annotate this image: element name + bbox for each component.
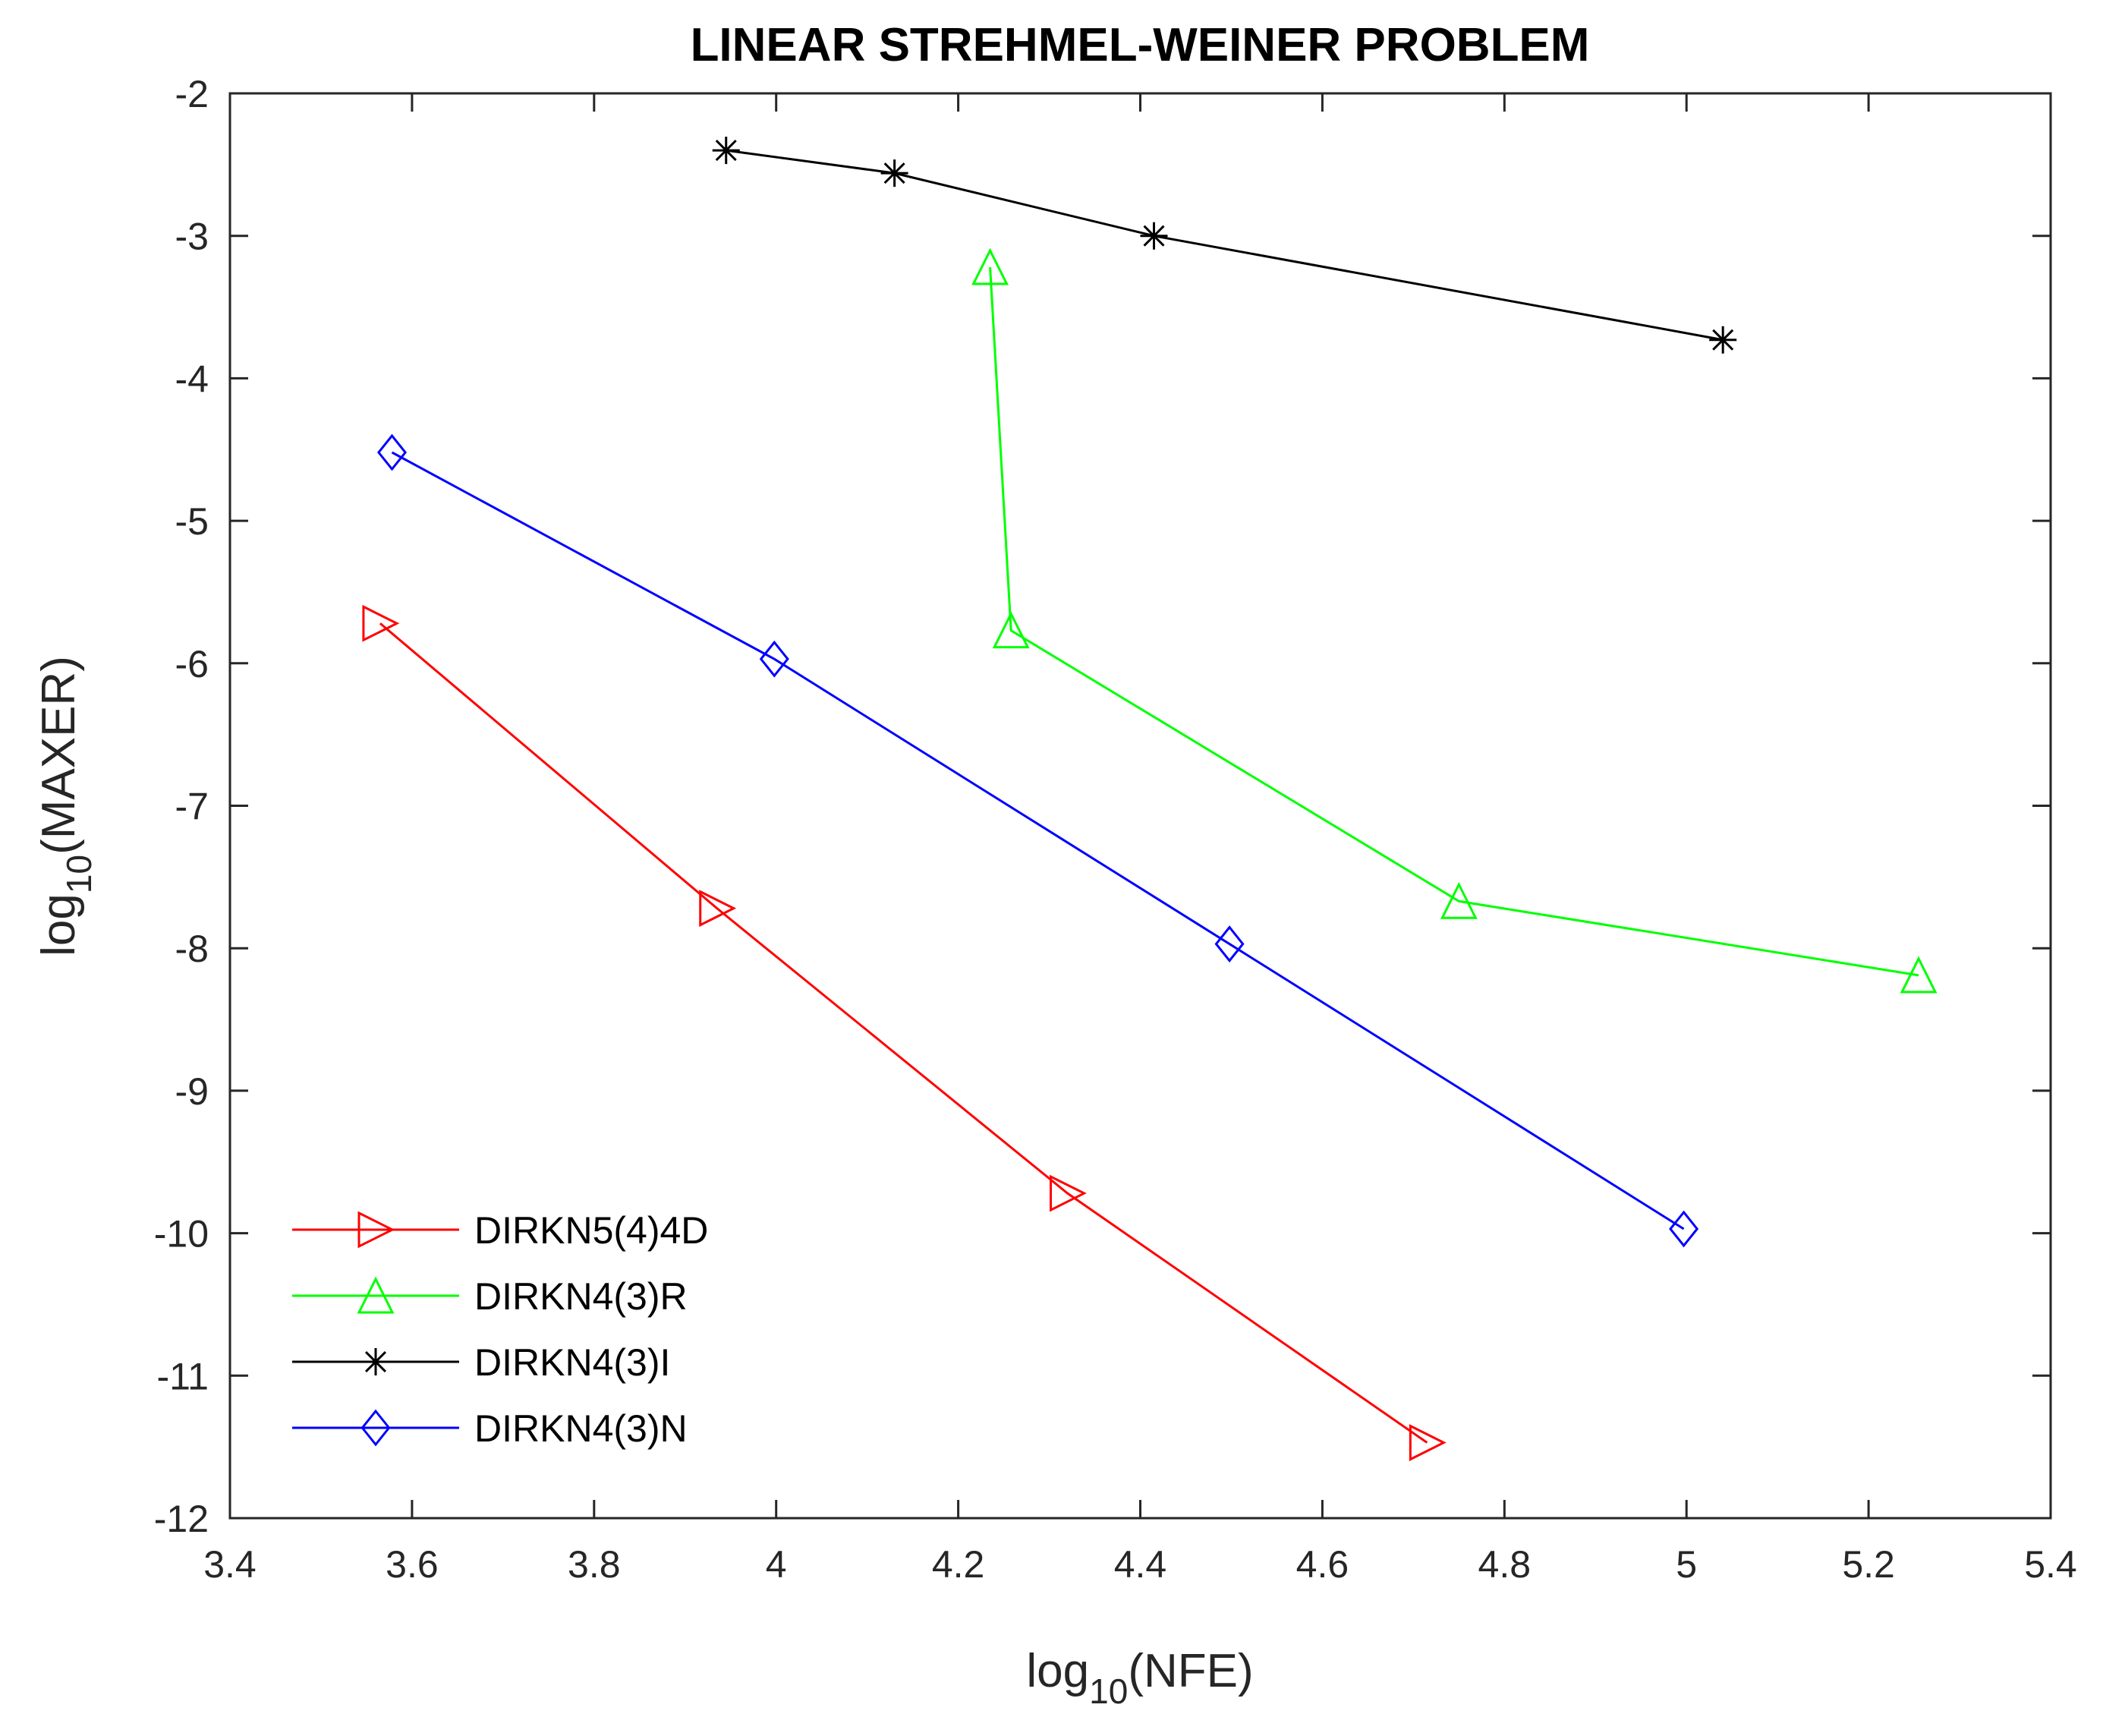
legend: DIRKN5(4)4D DIRKN4(3)R DIRKN4(3)I DIRKN4(3)… — [273, 1169, 812, 1473]
series-layer — [362, 137, 1938, 1461]
series-line — [379, 622, 1428, 1444]
data-point — [1669, 1210, 1699, 1248]
x-tick-label: 4 — [766, 1543, 787, 1586]
y-tick-label: -6 — [175, 643, 209, 685]
y-tick-label: -11 — [156, 1355, 209, 1397]
series-0 — [362, 604, 1447, 1461]
x-tick-label: 4.6 — [1296, 1543, 1349, 1586]
legend-label: DIRKN5(4)4D — [474, 1209, 708, 1252]
legend-label: DIRKN4(3)I — [474, 1341, 670, 1384]
data-point — [712, 137, 740, 165]
y-axis-title-sub: 10 — [59, 855, 99, 893]
y-tick-label: -3 — [175, 216, 209, 258]
data-point — [880, 159, 908, 187]
x-tick-label: 4.8 — [1478, 1543, 1532, 1586]
series-line — [391, 451, 1685, 1230]
x-tick-label: 3.6 — [386, 1543, 439, 1586]
data-point — [1900, 956, 1938, 994]
y-axis-title-main: log — [33, 893, 85, 956]
data-point — [699, 890, 737, 928]
y-tick-label: -4 — [175, 358, 209, 400]
y-tick-label: -5 — [175, 500, 209, 543]
series-line — [726, 149, 1724, 342]
data-point — [1214, 925, 1245, 963]
y-tick-label: -7 — [175, 786, 209, 828]
y-tick-label: -10 — [154, 1213, 209, 1256]
legend-marker — [357, 1211, 395, 1249]
series-2 — [712, 137, 1737, 354]
data-point — [1409, 1424, 1447, 1461]
data-point — [362, 604, 400, 642]
y-tick-label: -12 — [154, 1498, 209, 1540]
data-point — [1050, 1174, 1087, 1212]
legend-box — [273, 1169, 812, 1473]
legend-marker — [360, 1409, 391, 1447]
y-tick-label: -2 — [175, 73, 209, 115]
y-axis: -2 -3 -4 -5 -6 -7 -8 -9 -10 -11 -12 — [154, 73, 2051, 1540]
x-tick-label: 4.4 — [1114, 1543, 1167, 1586]
data-point — [376, 433, 408, 471]
data-point — [992, 611, 1030, 649]
x-axis-title: log10(NFE) — [1026, 1645, 1253, 1711]
legend-marker — [357, 1276, 395, 1314]
data-point — [1440, 881, 1478, 919]
data-point — [1140, 222, 1168, 250]
data-point — [971, 247, 1009, 285]
series-line — [989, 266, 1919, 977]
chart-title: LINEAR STREHMEL-WEINER PROBLEM — [691, 19, 1590, 71]
y-tick-label: -8 — [175, 928, 209, 970]
y-tick-label: -9 — [175, 1070, 209, 1113]
x-axis: 3.4 3.6 3.8 4 4.2 4.4 4.6 4.8 5 5.2 5.4 — [203, 93, 2077, 1586]
x-tick-label: 5.4 — [2024, 1543, 2077, 1586]
x-axis-title-sub: 10 — [1089, 1671, 1128, 1711]
x-tick-label: 3.4 — [203, 1543, 257, 1586]
x-tick-label: 5 — [1676, 1543, 1697, 1586]
legend-entry: DIRKN4(3)I — [292, 1341, 670, 1384]
legend-entry: DIRKN5(4)4D — [292, 1209, 708, 1252]
x-tick-label: 4.2 — [932, 1543, 985, 1586]
data-point — [1709, 326, 1737, 354]
series-3 — [376, 433, 1699, 1248]
legend-label: DIRKN4(3)N — [474, 1407, 688, 1450]
legend-entry: DIRKN4(3)R — [292, 1275, 688, 1318]
x-axis-title-main: log — [1026, 1645, 1089, 1697]
x-tick-label: 5.2 — [1842, 1543, 1895, 1586]
legend-entry: DIRKN4(3)N — [292, 1407, 688, 1450]
legend-label: DIRKN4(3)R — [474, 1275, 688, 1318]
series-1 — [971, 247, 1938, 994]
legend-marker — [362, 1348, 389, 1375]
x-axis-title-arg: (NFE) — [1128, 1645, 1253, 1697]
data-point — [759, 640, 789, 678]
x-tick-label: 3.8 — [568, 1543, 621, 1586]
y-axis-title-arg: (MAXER) — [33, 656, 85, 855]
y-axis-title: log10(MAXER) — [33, 656, 99, 956]
